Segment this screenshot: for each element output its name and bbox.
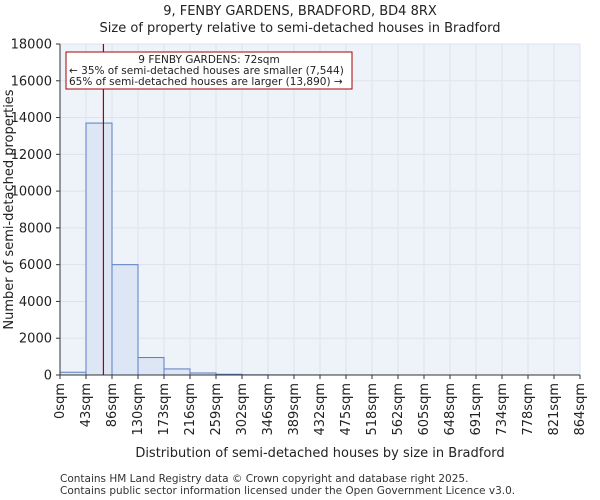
chart-title: 9, FENBY GARDENS, BRADFORD, BD4 8RX — [163, 4, 437, 19]
x-tick-label: 562sqm — [391, 383, 406, 436]
x-tick-label: 389sqm — [287, 383, 302, 436]
y-tick-label: 8000 — [19, 221, 52, 236]
x-tick-label: 821sqm — [547, 383, 562, 436]
grid-lines — [59, 43, 581, 376]
y-tick-label: 10000 — [11, 185, 52, 200]
axes — [56, 43, 581, 379]
footer-copyright: Contains HM Land Registry data © Crown c… — [60, 473, 469, 485]
y-tick-label: 16000 — [11, 74, 52, 89]
y-tick-label: 4000 — [19, 295, 52, 310]
x-tick-label: 691sqm — [469, 383, 484, 436]
x-tick-label: 605sqm — [417, 383, 432, 436]
x-tick-label: 864sqm — [573, 383, 588, 436]
x-tick-label: 734sqm — [495, 383, 510, 436]
y-tick-label: 18000 — [11, 38, 52, 53]
x-tick-label: 259sqm — [209, 383, 224, 436]
x-tick-label: 302sqm — [235, 383, 250, 436]
histogram-bar — [85, 122, 113, 376]
chart-subtitle: Size of property relative to semi-detach… — [99, 21, 501, 36]
x-tick-label: 475sqm — [339, 383, 354, 436]
annotation-larger: 65% of semi-detached houses are larger (… — [69, 76, 343, 88]
x-tick-label: 216sqm — [183, 383, 198, 436]
x-axis-title: Distribution of semi-detached houses by … — [135, 446, 504, 461]
annotation-title: 9 FENBY GARDENS: 72sqm — [138, 54, 279, 66]
bars — [59, 122, 399, 376]
x-tick-label: 43sqm — [79, 383, 94, 427]
annotation-box — [65, 51, 353, 90]
x-tick-label: 648sqm — [443, 383, 458, 436]
axis-labels: 0 2000 4000 6000 8000 10000 12000 14000 16000 180… — [2, 38, 588, 462]
y-tick-label: 12000 — [11, 148, 52, 163]
y-tick-label: 6000 — [19, 258, 52, 273]
annotation: 9 FENBY GARDENS: 72sqm← 35% of semi-deta… — [65, 51, 353, 90]
y-tick-label: 0 — [44, 369, 52, 384]
y-axis-title: Number of semi-detached properties — [2, 89, 17, 329]
annotation-smaller: ← 35% of semi-detached houses are smalle… — [69, 65, 344, 77]
x-tick-label: 518sqm — [365, 383, 380, 436]
x-tick-label: 173sqm — [157, 383, 172, 436]
x-tick-label: 130sqm — [131, 383, 146, 436]
x-tick-label: 346sqm — [261, 383, 276, 436]
histogram-bar — [111, 264, 139, 376]
y-tick-label: 14000 — [11, 111, 52, 126]
histogram-bar — [163, 368, 191, 376]
histogram-chart: 0 2000 4000 6000 8000 10000 12000 14000 16000 180… — [2, 38, 588, 462]
x-tick-label: 86sqm — [105, 383, 120, 427]
x-tick-label: 0sqm — [53, 383, 68, 419]
histogram-bar — [137, 357, 165, 376]
footer-licence: Contains public sector information licen… — [60, 485, 516, 497]
x-tick-label: 432sqm — [313, 383, 328, 436]
y-tick-label: 2000 — [19, 332, 52, 347]
x-tick-label: 778sqm — [521, 383, 536, 436]
